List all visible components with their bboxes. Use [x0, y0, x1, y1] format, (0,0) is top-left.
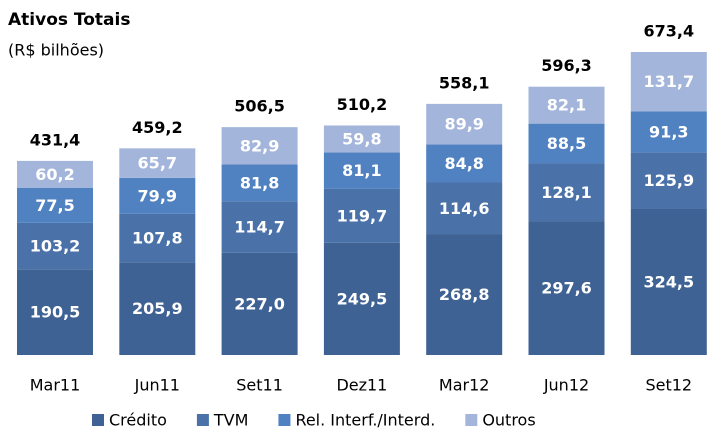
- x-tick-label: Mar12: [439, 376, 490, 395]
- value-label: 128,1: [541, 183, 592, 202]
- chart-title: Ativos Totais: [8, 10, 130, 30]
- bar-segment: [119, 262, 196, 355]
- bar-segment: [221, 127, 298, 165]
- bar-segment: [221, 201, 298, 253]
- value-label: 81,8: [240, 173, 279, 192]
- value-label: 114,6: [439, 199, 490, 218]
- value-label: 268,8: [439, 285, 490, 304]
- bar-segment: [17, 269, 93, 355]
- bar-segment: [323, 152, 400, 189]
- bar-segment: [119, 213, 196, 263]
- x-tick-label: Set11: [236, 376, 283, 395]
- legend-label: TVM: [213, 411, 249, 430]
- bar-segment: [221, 164, 298, 202]
- value-label: 205,9: [132, 299, 183, 318]
- value-label: 227,0: [234, 294, 285, 313]
- bar-segment: [630, 52, 707, 112]
- x-tick-label: Jun12: [543, 376, 589, 395]
- bar-segment: [323, 242, 400, 355]
- total-label: 506,5: [234, 97, 285, 116]
- value-label: 103,2: [30, 237, 81, 256]
- bar-segment: [119, 177, 196, 214]
- value-label: 89,9: [444, 115, 483, 134]
- bar-segment: [323, 188, 400, 243]
- bar-segment: [630, 111, 707, 153]
- bar-segment: [426, 182, 503, 235]
- value-label: 81,1: [342, 161, 381, 180]
- legend-swatch: [278, 414, 291, 426]
- bar-segment: [17, 187, 93, 223]
- bar-segment: [630, 208, 707, 355]
- total-label: 558,1: [439, 73, 490, 92]
- value-label: 107,8: [132, 229, 183, 248]
- value-label: 84,8: [444, 154, 483, 173]
- x-tick-label: Set12: [645, 376, 692, 395]
- chart-subtitle: (R$ bilhões): [8, 41, 104, 60]
- bar-segment: [426, 103, 503, 145]
- value-label: 82,9: [240, 136, 279, 155]
- value-label: 114,7: [234, 218, 285, 237]
- total-label: 510,2: [337, 95, 388, 114]
- bar-segment: [119, 148, 196, 178]
- legend-swatch: [465, 414, 478, 426]
- legend-label: Rel. Interf./Interd.: [295, 411, 435, 430]
- x-tick-label: Dez11: [336, 376, 387, 395]
- bar-segment: [323, 125, 400, 153]
- value-label: 82,1: [547, 96, 586, 115]
- value-label: 249,5: [337, 289, 388, 308]
- total-label: 673,4: [643, 22, 694, 41]
- bar-segment: [528, 221, 605, 355]
- legend-label: Outros: [482, 411, 535, 430]
- total-label: 431,4: [30, 130, 81, 149]
- value-label: 60,2: [35, 165, 74, 184]
- value-label: 88,5: [547, 134, 586, 153]
- value-label: 131,7: [643, 72, 694, 91]
- bar-segment: [426, 144, 503, 183]
- x-tick-label: Jun11: [134, 376, 180, 395]
- bar-segment: [426, 234, 503, 355]
- value-label: 119,7: [337, 206, 388, 225]
- value-label: 59,8: [342, 129, 381, 148]
- bar-segment: [630, 152, 707, 209]
- value-label: 324,5: [643, 272, 694, 291]
- value-label: 91,3: [649, 122, 688, 141]
- total-label: 596,3: [541, 56, 592, 75]
- value-label: 79,9: [138, 186, 177, 205]
- bar-segment: [17, 160, 93, 188]
- bar-segment: [221, 252, 298, 355]
- value-label: 297,6: [541, 279, 592, 298]
- x-tick-label: Mar11: [30, 376, 81, 395]
- legend-swatch: [92, 414, 104, 426]
- total-label: 459,2: [132, 118, 183, 137]
- value-label: 190,5: [30, 303, 81, 322]
- legend-swatch: [196, 414, 209, 426]
- legend-label: Crédito: [109, 411, 167, 430]
- bar-segment: [17, 222, 93, 270]
- value-label: 65,7: [138, 154, 177, 173]
- bar-segment: [528, 163, 605, 222]
- bar-segment: [528, 123, 605, 164]
- value-label: 77,5: [35, 196, 74, 215]
- value-label: 125,9: [643, 171, 694, 190]
- bar-segment: [528, 86, 605, 124]
